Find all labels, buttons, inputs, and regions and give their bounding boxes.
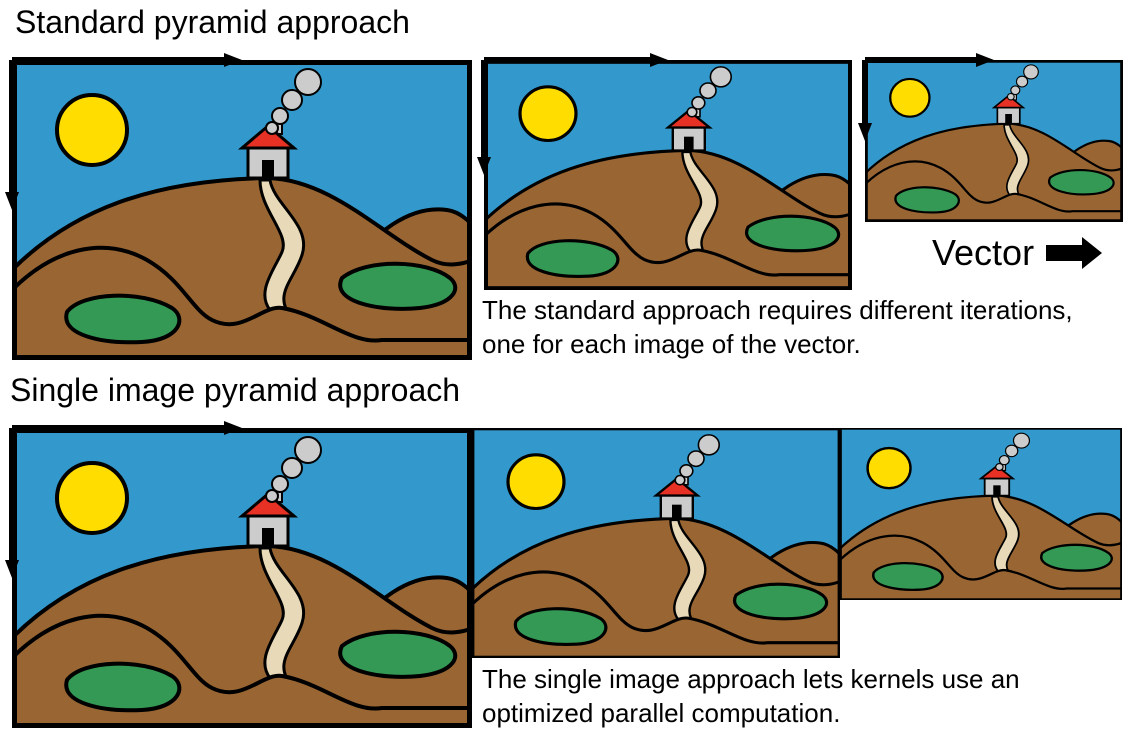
- vector-label: Vector: [932, 232, 1104, 274]
- arrow-right-icon: [1044, 235, 1104, 271]
- standard-image-3: [865, 60, 1123, 222]
- single-image-3: [840, 428, 1122, 600]
- heading-single: Single image pyramid approach: [10, 372, 460, 409]
- caption-standard: The standard approach requires different…: [482, 294, 1122, 362]
- standard-image-2: [484, 60, 852, 290]
- standard-image-1: [12, 60, 472, 360]
- heading-standard: Standard pyramid approach: [15, 4, 410, 41]
- single-image-1: [12, 428, 472, 728]
- single-image-2: [472, 428, 840, 658]
- caption-single: The single image approach lets kernels u…: [482, 663, 1122, 731]
- vector-label-text: Vector: [932, 232, 1034, 274]
